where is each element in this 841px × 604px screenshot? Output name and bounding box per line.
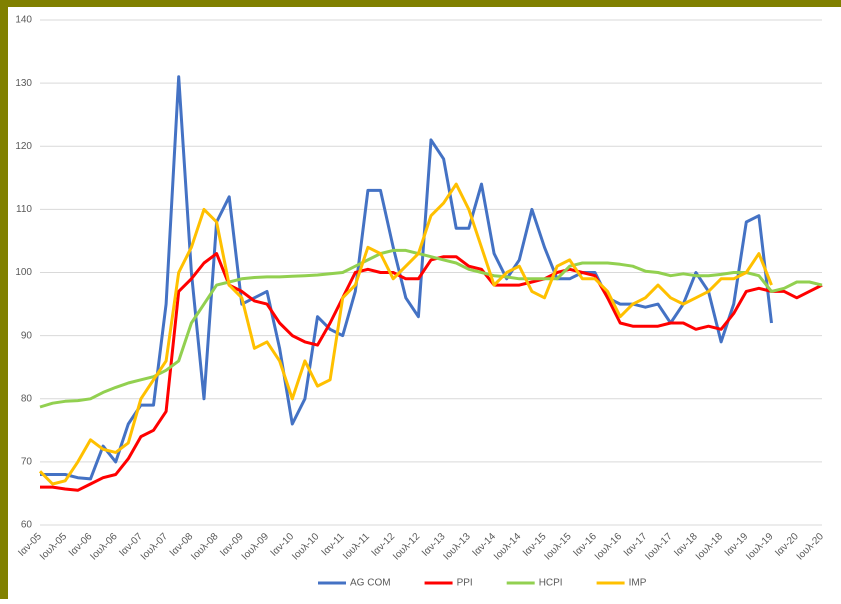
y-tick-label: 130 [15, 78, 32, 89]
y-tick-label: 110 [16, 204, 32, 215]
y-tick-label: 60 [21, 520, 33, 531]
y-tick-label: 100 [15, 267, 32, 278]
series-line [40, 252, 823, 492]
y-tick-label: 90 [21, 330, 33, 341]
y-tick-label: 70 [21, 457, 33, 468]
y-tick-label: 140 [15, 15, 32, 26]
legend-label: IMP [629, 578, 647, 589]
legend-label: AG COM [350, 578, 391, 589]
series-line [38, 182, 773, 486]
y-tick-label: 80 [21, 393, 33, 404]
legend-label: HCPI [539, 578, 563, 589]
chart-area [8, 7, 841, 599]
legend-label: PPI [457, 578, 473, 589]
series-line [40, 75, 773, 481]
series-line [39, 248, 823, 409]
y-tick-label: 120 [15, 141, 32, 152]
